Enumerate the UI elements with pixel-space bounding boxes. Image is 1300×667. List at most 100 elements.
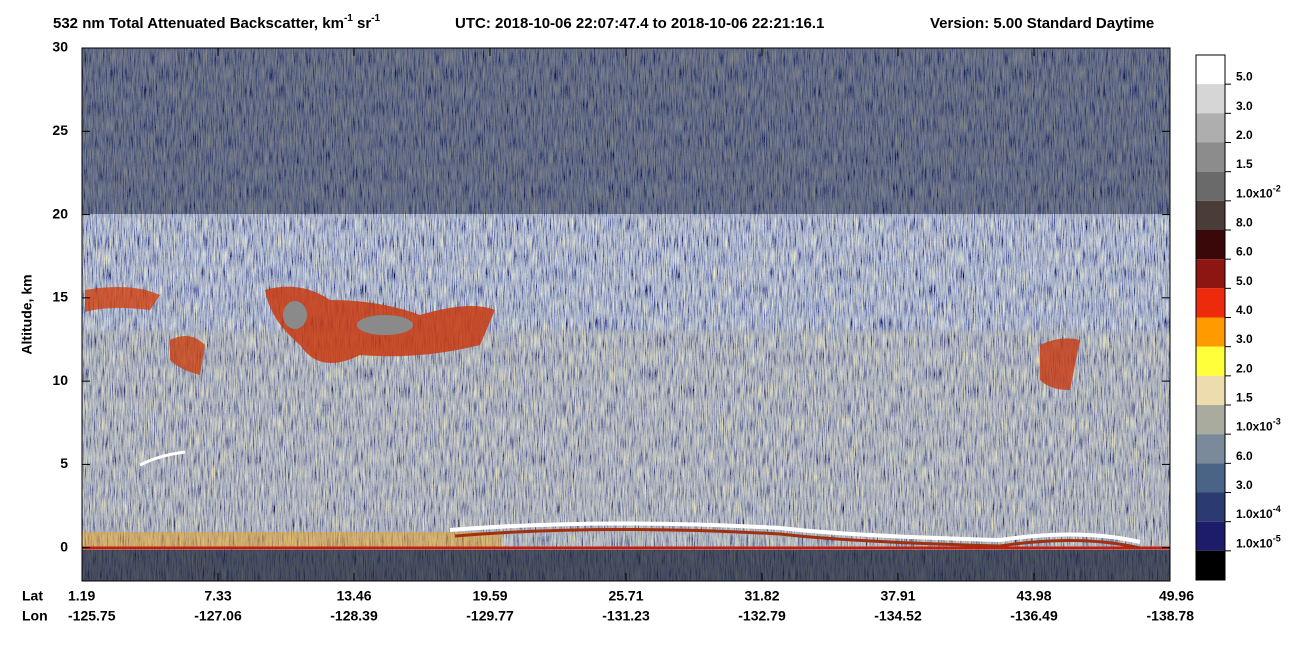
lon-tick-label: -128.39	[330, 608, 378, 624]
colorbar-label-exponent: -4	[1273, 504, 1281, 514]
colorbar-swatch	[1196, 550, 1225, 580]
title-part: sr	[353, 15, 372, 32]
colorbar-label: 4.0	[1236, 303, 1253, 317]
colorbar-label: 3.0	[1236, 332, 1253, 346]
lon-tick-label: -132.79	[738, 608, 786, 624]
lon-tick-label: -138.78	[1147, 608, 1195, 624]
low-cloud	[449, 521, 1141, 544]
chart-title: 532 nm Total Attenuated Backscatter, km-…	[53, 13, 381, 32]
colorbar-label: 5.0	[1236, 274, 1253, 288]
colorbar-label: 1.5	[1236, 157, 1253, 171]
y-tick-label: 15	[52, 289, 68, 305]
title-superscript: -1	[371, 13, 380, 24]
y-tick-label: 20	[52, 205, 68, 221]
colorbar-label: 1.5	[1236, 391, 1253, 405]
colorbar-label-text: 2.0	[1236, 128, 1253, 142]
colorbar-label: 2.0	[1236, 128, 1253, 142]
y-tick-label: 30	[52, 39, 68, 55]
colorbar-label-text: 4.0	[1236, 303, 1253, 317]
cirrus-core	[357, 315, 413, 335]
y-tick-label: 10	[52, 372, 68, 388]
colorbar-label-text: 5.0	[1236, 70, 1253, 84]
colorbar-swatch	[1196, 346, 1225, 376]
colorbar-swatch	[1196, 521, 1225, 551]
utc-range: UTC: 2018-10-06 22:07:47.4 to 2018-10-06…	[455, 15, 824, 32]
lower-haze	[82, 330, 1170, 550]
colorbar-label-text: 6.0	[1236, 449, 1253, 463]
y-tick-label: 5	[60, 455, 68, 471]
cirrus	[85, 286, 160, 312]
colorbar-label-text: 6.0	[1236, 245, 1253, 259]
lat-tick-label: 25.71	[608, 588, 643, 604]
colorbar-label-text: 1.0x10	[1236, 536, 1273, 550]
colorbar-label-exponent: -3	[1273, 417, 1281, 427]
colorbar-label-text: 1.0x10	[1236, 186, 1273, 200]
title-part: 532 nm Total Attenuated Backscatter, km	[53, 15, 344, 32]
colorbar-swatch	[1196, 171, 1225, 201]
version: Version: 5.00 Standard Daytime	[930, 15, 1154, 32]
title-superscript: -1	[344, 13, 353, 24]
colorbar-swatch	[1196, 375, 1225, 405]
cloud-edge	[139, 450, 186, 467]
lat-tick-label: 1.19	[68, 588, 95, 604]
lat-tick-label: 13.46	[336, 588, 371, 604]
lat-tick-label: 19.59	[472, 588, 507, 604]
colorbar-label: 3.0	[1236, 99, 1253, 113]
colorbar-label-text: 3.0	[1236, 478, 1253, 492]
colorbar-label: 6.0	[1236, 449, 1253, 463]
y-axis-label: Altitude, km	[19, 274, 35, 354]
colorbar-label: 6.0	[1236, 245, 1253, 259]
cirrus	[170, 336, 205, 375]
colorbar-label: 1.0x10-4	[1236, 504, 1281, 521]
colorbar-swatch	[1196, 200, 1225, 230]
cirrus-core	[283, 301, 307, 329]
colorbar-swatch	[1196, 405, 1225, 435]
lon-tick-label: -125.75	[68, 608, 116, 624]
colorbar-swatch	[1196, 230, 1225, 260]
colorbar-swatch	[1196, 55, 1225, 85]
colorbar-label-text: 2.0	[1236, 361, 1253, 375]
colorbar-label-text: 1.0x10	[1236, 507, 1273, 521]
colorbar-label: 1.0x10-3	[1236, 417, 1281, 434]
y-tick-label: 25	[52, 122, 68, 138]
colorbar-frame	[1195, 54, 1226, 581]
colorbar-label: 3.0	[1236, 478, 1253, 492]
colorbar-swatch	[1196, 492, 1225, 522]
lon-tick-label: -127.06	[194, 608, 242, 624]
colorbar-label-text: 5.0	[1236, 274, 1253, 288]
lon-tick-label: -136.49	[1010, 608, 1058, 624]
low-cloud-base	[454, 527, 1141, 550]
colorbar-label: 1.0x10-5	[1236, 534, 1281, 551]
colorbar-swatch	[1196, 317, 1225, 347]
lat-tick-label: 49.96	[1159, 588, 1194, 604]
colorbar-label-exponent: -2	[1273, 184, 1281, 194]
lon-row-label: Lon	[22, 608, 48, 624]
colorbar-label: 2.0	[1236, 361, 1253, 375]
lat-tick-label: 7.33	[204, 588, 231, 604]
colorbar-swatch	[1196, 142, 1225, 172]
colorbar-swatch	[1196, 113, 1225, 143]
lat-tick-label: 37.91	[880, 588, 915, 604]
colorbar-label: 8.0	[1236, 216, 1253, 230]
lon-tick-label: -134.52	[874, 608, 922, 624]
colorbar-swatch	[1196, 434, 1225, 464]
lon-tick-label: -129.77	[466, 608, 514, 624]
lon-tick-label: -131.23	[602, 608, 650, 624]
colorbar-swatch	[1196, 259, 1225, 289]
colorbar-label-text: 3.0	[1236, 99, 1253, 113]
colorbar-label-exponent: -5	[1273, 534, 1281, 544]
noise-field	[82, 48, 1170, 581]
upper-region	[82, 48, 1170, 214]
colorbar-label-text: 3.0	[1236, 332, 1253, 346]
colorbar-label-text: 1.0x10	[1236, 420, 1273, 434]
colorbar-swatch	[1196, 84, 1225, 114]
cirrus	[1040, 338, 1080, 390]
colorbar-label: 1.0x10-2	[1236, 184, 1281, 201]
colorbar-label: 5.0	[1236, 70, 1253, 84]
colorbar-label-text: 8.0	[1236, 216, 1253, 230]
colorbar-label-text: 1.5	[1236, 391, 1253, 405]
lat-tick-label: 43.98	[1016, 588, 1051, 604]
lat-row-label: Lat	[22, 588, 43, 604]
y-tick-label: 0	[60, 538, 68, 554]
surface-layer	[82, 532, 502, 548]
